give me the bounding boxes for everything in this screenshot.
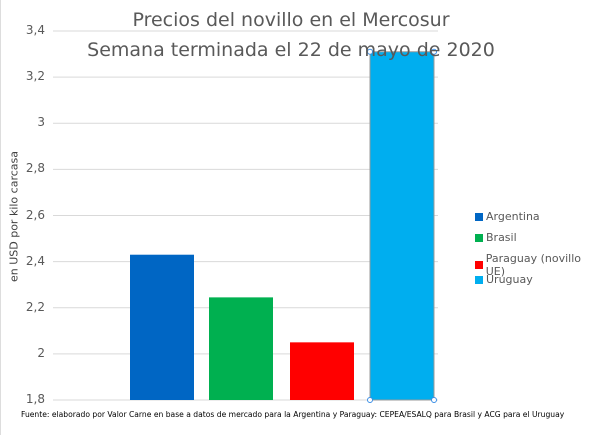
- y-tick-label: 2,8: [25, 161, 45, 176]
- bar-argentina[interactable]: [130, 254, 194, 400]
- y-tick-label: 1,8: [25, 392, 45, 406]
- legend-label: Argentina: [486, 210, 540, 223]
- legend-item: Argentina: [475, 210, 540, 223]
- y-tick-label: 3,4: [25, 23, 45, 37]
- legend-swatch: [475, 275, 483, 284]
- y-tick-label: 2,2: [25, 299, 45, 314]
- legend-label: Paraguay (novillo UE): [485, 252, 581, 278]
- chart-title: Precios del novillo en el Mercosur: [132, 9, 450, 31]
- bar-uruguay[interactable]: [369, 51, 435, 401]
- chart-subtitle: Semana terminada el 22 de mayo de 2020: [87, 39, 495, 61]
- legend-swatch: [475, 261, 483, 269]
- bar-paraguay[interactable]: [290, 342, 354, 400]
- selection-handle[interactable]: [431, 397, 437, 403]
- legend-label: Brasil: [486, 231, 517, 244]
- legend-swatch: [475, 233, 483, 242]
- legend-item: Paraguay (novillo UE): [475, 252, 600, 278]
- bar-brasil[interactable]: [209, 297, 273, 400]
- y-tick-label: 3: [37, 115, 45, 130]
- legend-item: Uruguay: [475, 273, 533, 286]
- legend-label: Uruguay: [486, 273, 533, 286]
- selection-handle[interactable]: [367, 397, 373, 403]
- selection-handle[interactable]: [431, 48, 437, 55]
- y-tick-label: 3,2: [25, 69, 45, 84]
- y-tick-label: 2,6: [25, 207, 45, 222]
- selection-handle[interactable]: [367, 48, 373, 55]
- y-tick-label: 2,4: [25, 253, 45, 268]
- y-tick-label: 2: [37, 345, 45, 360]
- legend-item: Brasil: [475, 231, 517, 244]
- source-note: Fuente: elaborado por Valor Carne en bas…: [21, 410, 565, 419]
- legend-swatch: [475, 212, 483, 221]
